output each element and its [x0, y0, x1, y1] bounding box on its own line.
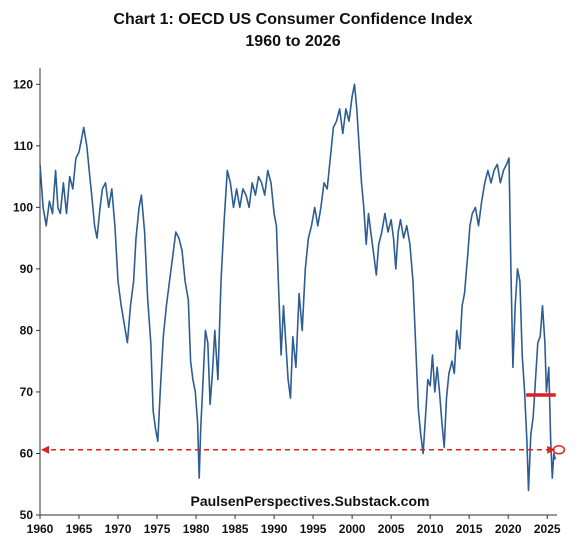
x-tick-label: 1975 [144, 522, 171, 536]
x-tick-label: 2010 [417, 522, 444, 536]
watermark: PaulsenPerspectives.Substack.com [191, 493, 430, 509]
x-tick-label: 1980 [183, 522, 210, 536]
y-tick-label: 70 [20, 385, 34, 399]
x-tick-label: 2020 [495, 522, 522, 536]
series-line [39, 83, 557, 492]
plot-area [39, 83, 566, 492]
x-tick-label: 1990 [261, 522, 288, 536]
x-tick-label: 1985 [222, 522, 249, 536]
y-tick-label: 80 [20, 323, 34, 337]
axes: 50 60 70 80 90 100 110 120 1960 1965 1970 1975 1980 1… [13, 68, 561, 536]
y-tick-label: 90 [20, 262, 34, 276]
chart-title: Chart 1: OECD US Consumer Confidence Ind… [113, 11, 473, 28]
x-tick-label: 2015 [456, 522, 483, 536]
x-tick-label: 2000 [339, 522, 366, 536]
y-tick-label: 110 [14, 139, 34, 153]
x-tick-label: 1970 [105, 522, 132, 536]
x-tick-label: 1960 [27, 522, 54, 536]
circle-marker [552, 445, 566, 455]
x-tick-label: 2005 [378, 522, 405, 536]
x-tick-label: 2025 [534, 522, 561, 536]
y-tick-label: 120 [13, 77, 33, 91]
x-tick-label: 1965 [66, 522, 93, 536]
x-tick-label: 1995 [300, 522, 327, 536]
y-tick-label: 100 [13, 200, 33, 214]
y-tick-label: 60 [20, 446, 34, 460]
chart-subtitle: 1960 to 2026 [245, 33, 341, 50]
y-tick-label: 50 [20, 508, 34, 522]
